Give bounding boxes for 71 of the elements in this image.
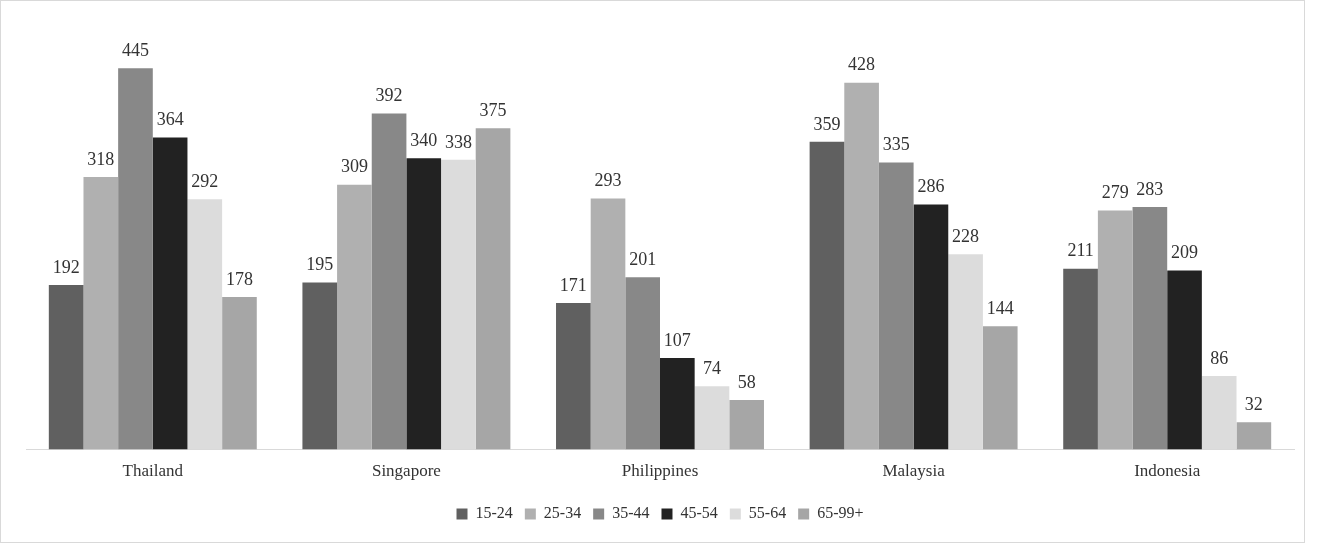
data-label: 58: [737, 371, 756, 392]
data-label: 32: [1244, 393, 1263, 414]
bar: [1236, 422, 1272, 450]
bar: [1167, 270, 1202, 450]
data-label: 428: [848, 54, 876, 75]
data-label: 228: [952, 225, 980, 246]
bar: [625, 277, 660, 450]
bar: [694, 386, 730, 450]
bar: [83, 177, 119, 450]
data-label: 286: [917, 176, 945, 197]
bar: [844, 82, 879, 450]
legend-label: 15-24: [475, 504, 513, 522]
data-label: 318: [87, 148, 115, 169]
bar: [660, 357, 695, 450]
data-label: 279: [1101, 182, 1129, 203]
legend-label: 65-99+: [817, 504, 864, 522]
bar: [1097, 210, 1133, 450]
bar: [118, 68, 153, 450]
bar: [475, 128, 511, 450]
data-label: 364: [156, 109, 184, 130]
bar: [302, 282, 338, 450]
bar: [948, 254, 983, 450]
bar: [441, 159, 476, 450]
data-label: 178: [225, 268, 253, 289]
data-label: 335: [882, 134, 910, 155]
bar: [48, 285, 84, 450]
data-label: 107: [663, 329, 691, 350]
data-label: 171: [559, 274, 587, 295]
bar: [371, 113, 407, 450]
bar: [1063, 268, 1098, 450]
bar: [337, 184, 372, 450]
legend-label: 55-64: [748, 504, 787, 522]
data-label: 144: [986, 297, 1014, 318]
data-label: 375: [479, 99, 507, 120]
bar: [1132, 207, 1168, 450]
bar: [729, 399, 764, 450]
legend-label: 25-34: [543, 504, 582, 522]
bar: [556, 303, 591, 450]
bar: [222, 297, 257, 450]
bar: [152, 137, 188, 450]
bar: [809, 141, 845, 450]
bar: [913, 204, 949, 450]
data-label: 74: [702, 357, 721, 378]
bar: [878, 162, 914, 450]
data-label: 445: [121, 39, 149, 60]
data-label: 211: [1067, 240, 1094, 261]
data-label: 293: [594, 170, 622, 191]
data-label: 292: [191, 171, 219, 192]
data-label: 392: [375, 85, 403, 106]
data-label: 195: [306, 254, 334, 275]
bar: [590, 198, 626, 450]
x-tick-label: Thailand: [122, 461, 184, 481]
bar: [1201, 375, 1237, 450]
data-label: 86: [1210, 347, 1229, 368]
data-label: 359: [813, 113, 841, 134]
data-label: 340: [410, 129, 438, 150]
x-tick-label: Malaysia: [882, 461, 946, 481]
data-label: 309: [340, 156, 368, 177]
bar: [406, 158, 442, 450]
data-label: 338: [444, 131, 472, 152]
bar: [982, 326, 1018, 450]
x-tick-label: Indonesia: [1134, 461, 1201, 481]
bar: [187, 199, 223, 450]
data-label: 283: [1136, 178, 1164, 199]
data-label: 209: [1171, 242, 1199, 263]
data-label: 192: [52, 256, 80, 277]
x-tick-label: Philippines: [621, 461, 699, 481]
legend-label: 35-44: [612, 504, 650, 522]
legend-label: 45-54: [680, 504, 718, 522]
x-tick-label: Singapore: [371, 461, 441, 481]
data-label: 201: [629, 249, 657, 270]
